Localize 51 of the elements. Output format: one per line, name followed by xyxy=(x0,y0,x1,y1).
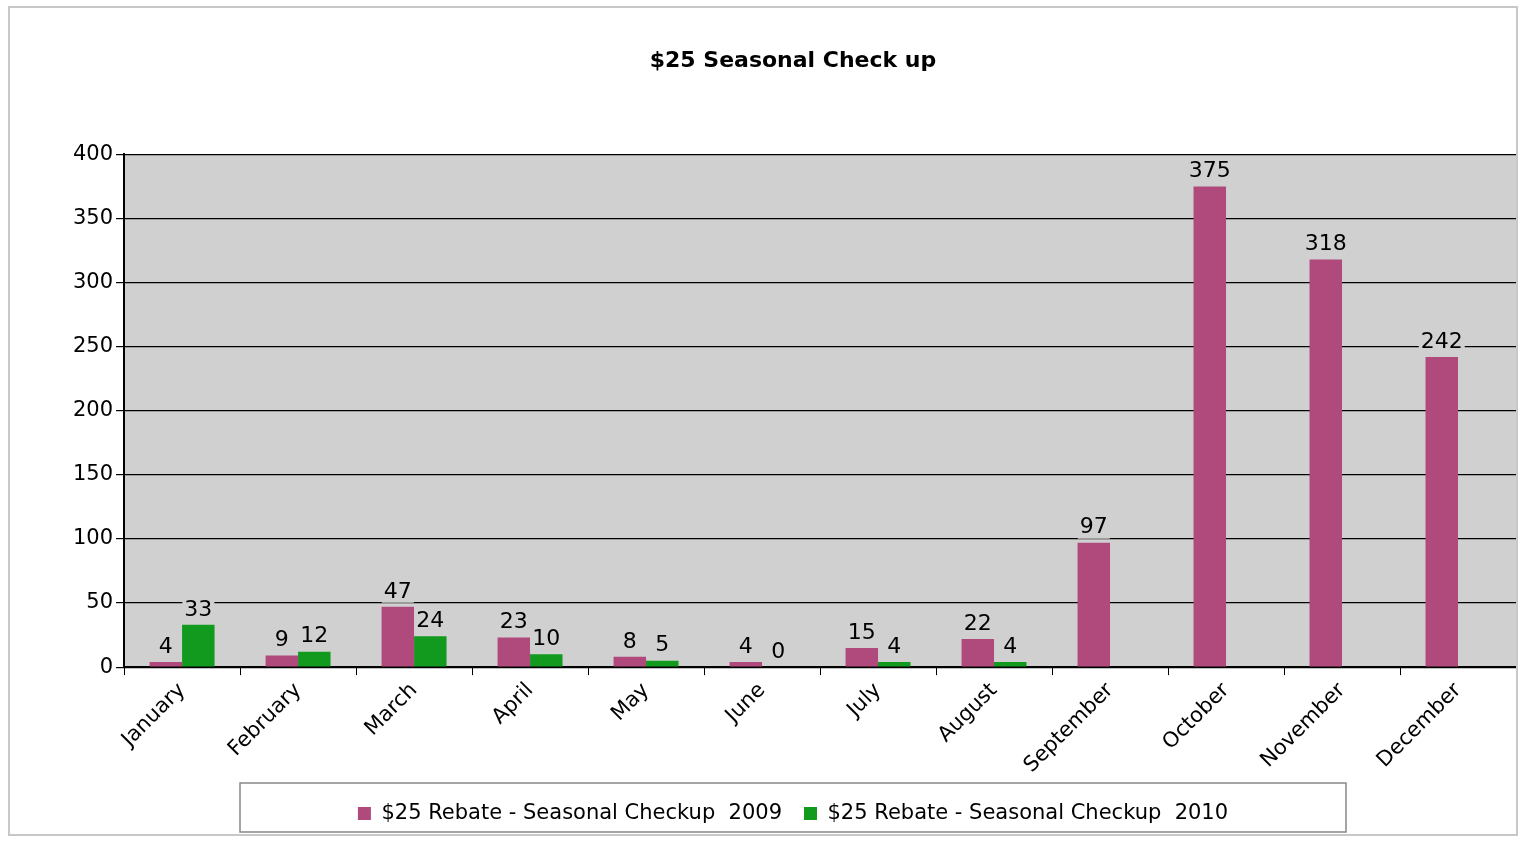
data-label: 15 xyxy=(847,618,876,644)
y-tick-label: 150 xyxy=(72,461,114,486)
data-label: 8 xyxy=(622,627,637,653)
chart-title: $25 Seasonal Check up xyxy=(649,46,937,72)
bar xyxy=(414,636,447,667)
bar xyxy=(845,647,879,667)
data-label: 4 xyxy=(738,632,753,658)
bar xyxy=(1425,356,1458,667)
data-label: 47 xyxy=(383,577,412,603)
data-label: 10 xyxy=(532,625,561,651)
bar xyxy=(1309,259,1343,667)
y-tick-label: 250 xyxy=(72,333,114,358)
bar xyxy=(298,651,331,667)
data-label: 24 xyxy=(416,607,445,633)
bar xyxy=(265,655,299,667)
data-label: 23 xyxy=(499,608,528,634)
data-label: 4 xyxy=(887,632,902,658)
data-label: 22 xyxy=(963,609,992,635)
bar xyxy=(646,660,679,667)
bar xyxy=(182,624,215,667)
y-tick-label: 300 xyxy=(72,269,114,294)
data-label: 97 xyxy=(1079,513,1108,539)
bar xyxy=(381,606,415,667)
legend-label: $25 Rebate - Seasonal Checkup 2009 xyxy=(381,799,782,824)
data-label: 4 xyxy=(1003,632,1018,658)
bar xyxy=(729,661,763,667)
bar xyxy=(878,661,911,667)
data-label: 318 xyxy=(1304,230,1347,256)
y-tick-label: 350 xyxy=(72,204,114,229)
data-label: 9 xyxy=(274,626,289,652)
bar xyxy=(613,656,647,667)
bar xyxy=(530,654,563,667)
data-label: 12 xyxy=(300,622,329,648)
bar xyxy=(149,661,183,667)
bar xyxy=(1193,186,1227,667)
data-label: 33 xyxy=(184,595,213,621)
y-tick-label: 0 xyxy=(99,653,114,678)
data-label: 5 xyxy=(655,631,670,657)
y-tick-label: 50 xyxy=(86,589,114,614)
data-label: 375 xyxy=(1188,157,1231,183)
data-label: 4 xyxy=(158,632,173,658)
data-label: 0 xyxy=(771,637,786,663)
bar xyxy=(961,638,995,667)
bar xyxy=(994,661,1027,667)
y-tick-label: 100 xyxy=(72,525,114,550)
bar xyxy=(1077,542,1111,667)
y-tick-label: 200 xyxy=(72,397,114,422)
y-tick-label: 400 xyxy=(72,140,114,165)
legend-label: $25 Rebate - Seasonal Checkup 2010 xyxy=(827,799,1229,824)
bar xyxy=(497,637,531,667)
data-label: 242 xyxy=(1420,327,1463,353)
